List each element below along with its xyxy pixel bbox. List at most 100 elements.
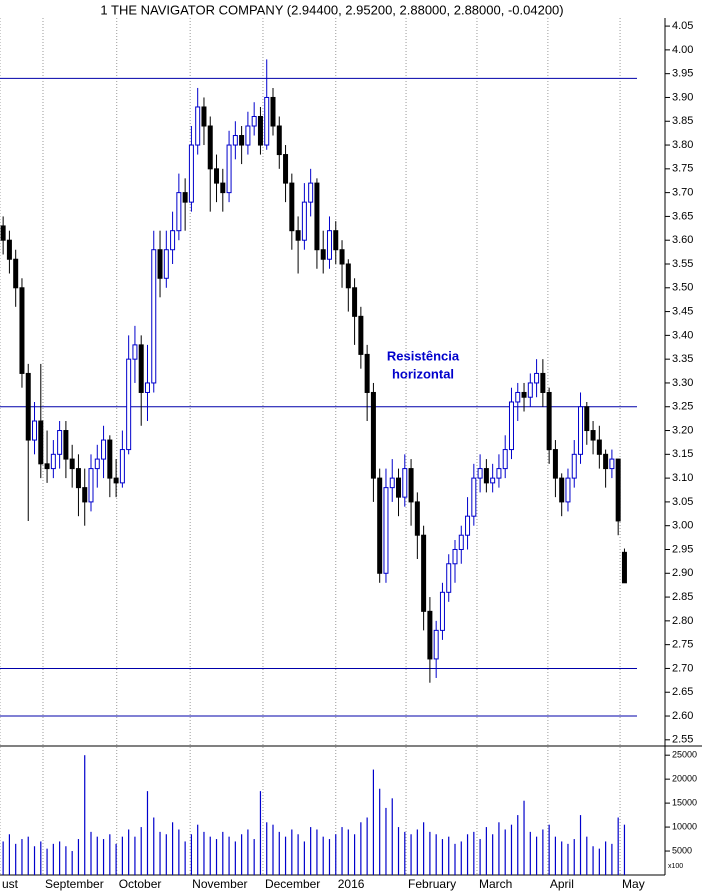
candle-body — [540, 372, 546, 393]
candle-body — [295, 230, 301, 241]
candle-body — [264, 96, 270, 146]
candle-body — [151, 249, 157, 384]
candle-body — [352, 287, 358, 317]
candle-body — [578, 406, 584, 455]
y-tick-label: 2.85 — [672, 591, 693, 603]
candle-body — [621, 551, 627, 584]
candle-body — [515, 391, 521, 403]
candle-body — [25, 372, 31, 441]
candle-body — [201, 106, 207, 127]
y-tick-label: 4.05 — [672, 20, 693, 32]
candle-body — [358, 315, 364, 355]
candle-body — [584, 406, 590, 432]
candle-body — [226, 144, 232, 194]
candle-body — [314, 182, 320, 251]
candle-body — [534, 372, 540, 384]
y-tick-label: 3.80 — [672, 139, 693, 151]
y-tick-label: 5000 — [672, 845, 692, 855]
x-tick-label: October — [119, 877, 162, 891]
candle-body — [396, 477, 402, 498]
candle-body — [94, 458, 100, 470]
y-tick-label: 3.10 — [672, 472, 693, 484]
y-tick-label: 3.20 — [672, 424, 693, 436]
candle-body — [245, 125, 251, 146]
y-tick-label: 20000 — [672, 774, 697, 784]
candle-body — [63, 430, 69, 460]
candle-body — [207, 125, 213, 170]
x-tick-label: April — [550, 877, 574, 891]
candle-body — [421, 534, 427, 612]
candle-body — [132, 344, 138, 360]
candle-body — [6, 239, 12, 260]
y-tick-label: 3.55 — [672, 258, 693, 270]
y-tick-label: 3.85 — [672, 115, 693, 127]
y-tick-label: 2.60 — [672, 710, 693, 722]
candle-body — [370, 391, 376, 479]
candle-body — [364, 353, 370, 393]
candle-body — [477, 468, 483, 479]
candle-body — [559, 477, 565, 503]
candle-body — [377, 477, 383, 574]
candle-body — [157, 249, 163, 279]
candle-body — [427, 610, 433, 660]
x-tick-label: ust — [2, 877, 19, 891]
y-tick-label: 3.00 — [672, 520, 693, 532]
x-tick-label: February — [408, 877, 456, 891]
x-tick-label: December — [265, 877, 320, 891]
candle-body — [195, 106, 201, 146]
x-tick-label: May — [622, 877, 645, 891]
candle-body — [446, 563, 452, 593]
candle-body — [458, 534, 464, 550]
y-tick-label: 3.70 — [672, 187, 693, 199]
candle-body — [326, 230, 332, 260]
candle-body — [345, 263, 351, 289]
candle-body — [571, 453, 577, 479]
candle-body — [408, 468, 414, 503]
candle-body — [69, 458, 75, 470]
y-tick-label: 3.50 — [672, 282, 693, 294]
candle-body — [57, 430, 63, 455]
y-tick-label: 3.05 — [672, 496, 693, 508]
y-tick-label: 2.95 — [672, 543, 693, 555]
annotation: Resistência — [387, 348, 460, 363]
y-tick-label: 3.95 — [672, 68, 693, 80]
y-tick-label: 25000 — [672, 750, 697, 760]
candle-body — [471, 477, 477, 517]
candle-body — [402, 468, 408, 498]
candle-body — [609, 458, 615, 470]
candle-body — [257, 115, 263, 146]
y-tick-label: 3.90 — [672, 91, 693, 103]
candle-body — [483, 468, 489, 484]
candle-body — [521, 391, 527, 398]
y-tick-label: 15000 — [672, 797, 697, 807]
candle-body — [320, 249, 326, 260]
candle-body — [383, 487, 389, 574]
candle-body — [289, 182, 295, 232]
candle-body — [389, 477, 395, 489]
y-tick-label: 3.40 — [672, 329, 693, 341]
candle-body — [333, 230, 339, 251]
candle-body — [113, 477, 119, 484]
candle-body — [220, 182, 226, 194]
candle-body — [508, 401, 514, 451]
x-tick-label: March — [479, 877, 512, 891]
chart-title: 1 THE NAVIGATOR COMPANY (2.94400, 2.9520… — [100, 2, 563, 17]
y-tick-label: 3.35 — [672, 353, 693, 365]
candle-body — [101, 439, 107, 460]
candle-body — [490, 477, 496, 484]
candle-body — [232, 135, 238, 146]
candle-body — [339, 249, 345, 265]
candle-body — [144, 382, 150, 393]
candle-body — [82, 487, 88, 503]
x-tick-label: 2016 — [338, 877, 365, 891]
candle-body — [301, 201, 307, 241]
candle-body — [502, 449, 508, 470]
annotation: horizontal — [392, 366, 454, 381]
candle-body — [88, 468, 94, 503]
candle-body — [552, 449, 558, 479]
candle-body — [75, 468, 81, 489]
candle-body — [38, 420, 44, 465]
candle-body — [270, 96, 276, 127]
y-tick-label: 3.25 — [672, 401, 693, 413]
